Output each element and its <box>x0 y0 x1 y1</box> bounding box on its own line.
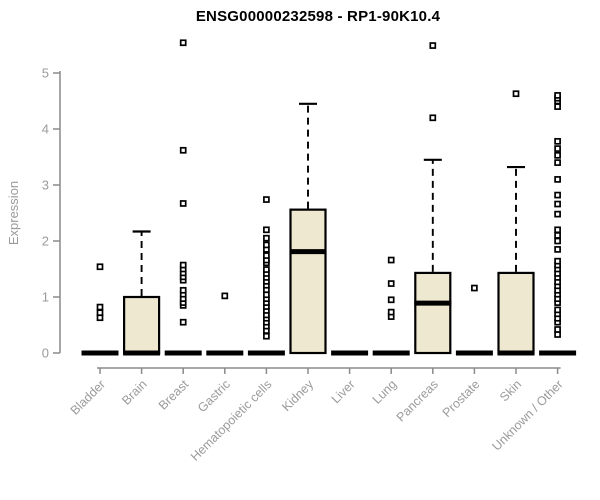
outlier-point <box>263 226 270 234</box>
outlier-point <box>429 42 437 49</box>
outlier-point <box>263 196 270 203</box>
box <box>122 295 161 355</box>
outlier-point <box>554 210 561 218</box>
outlier-point <box>263 266 270 273</box>
y-tick-label: 5 <box>42 66 49 81</box>
x-tick-label: Skin <box>497 377 524 404</box>
outlier-point <box>221 292 229 300</box>
outlier-point <box>554 92 561 99</box>
outlier-point <box>179 318 187 326</box>
outlier-point <box>512 90 520 98</box>
x-tick-label: Bladder <box>68 377 108 417</box>
outlier-point <box>554 191 561 199</box>
outlier-point <box>263 332 270 340</box>
y-tick-label: 4 <box>42 122 49 137</box>
outlier-point <box>554 200 561 208</box>
outlier-point <box>554 326 561 333</box>
y-tick-label: 0 <box>42 346 49 361</box>
outlier-point <box>387 296 395 304</box>
outlier-point <box>179 200 187 207</box>
outlier-point <box>263 252 270 259</box>
outlier-point <box>96 303 104 311</box>
outlier-point <box>179 261 187 269</box>
outlier-point <box>96 309 104 317</box>
x-tick-label: Kidney <box>279 377 316 414</box>
outlier-point <box>554 226 561 234</box>
x-tick-label: Pancreas <box>394 377 441 424</box>
outlier-point <box>554 159 561 166</box>
outlier-point <box>387 280 395 287</box>
outlier-point <box>387 256 395 264</box>
outlier-point <box>554 237 561 245</box>
outlier-point <box>96 263 104 271</box>
box <box>497 271 535 355</box>
outlier-point <box>263 241 270 249</box>
x-tick-label: Breast <box>156 377 192 413</box>
outlier-point <box>554 176 561 183</box>
outlier-point <box>471 284 478 292</box>
outlier-point <box>429 114 437 122</box>
outlier-point <box>554 151 561 159</box>
outlier-point <box>554 232 561 239</box>
y-axis-label: Expression <box>6 180 21 246</box>
y-tick-label: 2 <box>42 234 49 249</box>
x-tick-label: Unknown / Other <box>489 377 565 453</box>
outlier-point <box>179 39 187 47</box>
x-tick-label: Liver <box>329 377 358 406</box>
box <box>414 271 452 355</box>
x-tick-label: Prostate <box>440 377 483 420</box>
x-tick-label: Lung <box>370 377 400 407</box>
x-tick-label: Gastric <box>195 377 233 415</box>
x-tick-label: Brain <box>119 377 150 408</box>
outlier-point <box>387 308 395 316</box>
outlier-point <box>179 146 187 154</box>
outlier-point <box>263 234 270 242</box>
y-tick-label: 3 <box>42 178 49 193</box>
outlier-point <box>554 246 561 253</box>
box <box>289 208 327 355</box>
outlier-point <box>554 306 561 314</box>
outlier-point <box>554 145 561 152</box>
y-tick-label: 1 <box>42 290 49 305</box>
outlier-point <box>554 103 561 110</box>
chart-title: ENSG00000232598 - RP1-90K10.4 <box>195 8 441 25</box>
x-tick-label: Hematopoietic cells <box>188 377 275 464</box>
outlier-point <box>554 257 561 265</box>
outlier-point <box>554 137 561 145</box>
outlier-point <box>179 286 187 294</box>
